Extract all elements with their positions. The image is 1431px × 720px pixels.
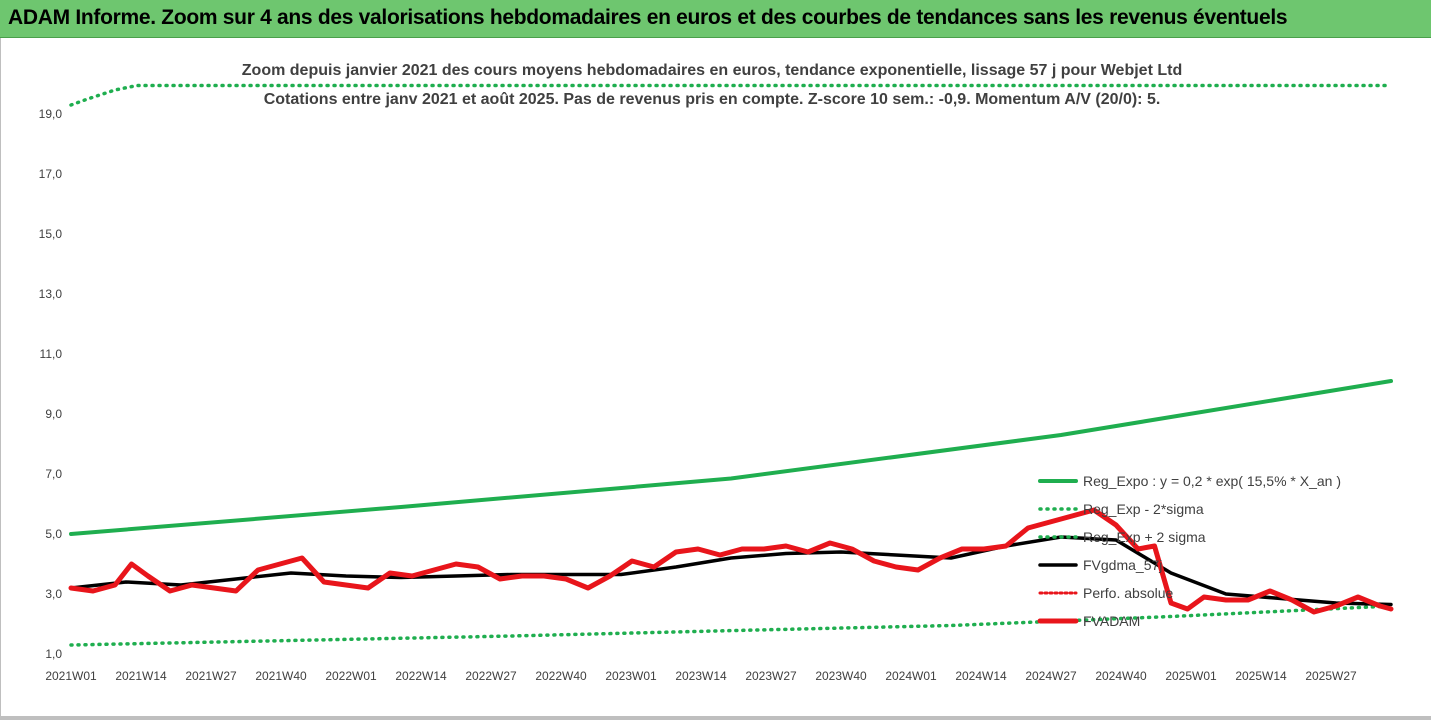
legend-label: Reg_Exp - 2*sigma bbox=[1083, 501, 1204, 517]
chart-title-line2: Cotations entre janv 2021 et août 2025. … bbox=[264, 91, 1161, 108]
header-title: ADAM Informe. Zoom sur 4 ans des valoris… bbox=[8, 6, 1288, 29]
bottom-border bbox=[0, 716, 1431, 720]
x-tick-label: 2022W27 bbox=[465, 669, 517, 683]
x-tick-label: 2023W40 bbox=[815, 669, 867, 683]
x-tick-label: 2023W27 bbox=[745, 669, 797, 683]
lower-band-line bbox=[69, 604, 1393, 647]
series-group bbox=[68, 83, 1394, 647]
x-tick-label: 2023W14 bbox=[675, 669, 727, 683]
x-tick-label: 2023W01 bbox=[605, 669, 657, 683]
legend-label: Reg_Expo : y = 0,2 * exp( 15,5% * X_an ) bbox=[1083, 473, 1341, 489]
legend-label: Perfo. absolue bbox=[1083, 585, 1173, 601]
fvadam-line bbox=[68, 507, 1394, 615]
y-tick-label: 1,0 bbox=[45, 647, 62, 661]
x-tick-label: 2024W27 bbox=[1025, 669, 1077, 683]
fvgdma-line bbox=[69, 535, 1393, 607]
y-tick-label: 11,0 bbox=[40, 347, 63, 361]
legend-label: FVgdma_57j bbox=[1083, 557, 1162, 573]
y-tick-label: 9,0 bbox=[45, 407, 62, 421]
y-tick-label: 19,0 bbox=[39, 107, 63, 121]
x-tick-label: 2025W14 bbox=[1235, 669, 1287, 683]
chart-title-line1: Zoom depuis janvier 2021 des cours moyen… bbox=[242, 62, 1182, 79]
y-tick-label: 13,0 bbox=[39, 287, 63, 301]
chart-frame bbox=[0, 38, 1431, 720]
y-tick-label: 15,0 bbox=[39, 227, 63, 241]
x-tick-label: 2024W01 bbox=[885, 669, 937, 683]
y-axis: 1,0 3,0 5,0 7,0 9,0 11,0 13,0 15,0 17,0 19,0 bbox=[39, 107, 63, 661]
x-tick-label: 2022W14 bbox=[395, 669, 447, 683]
x-tick-label: 2024W14 bbox=[955, 669, 1007, 683]
x-tick-label: 2021W14 bbox=[115, 669, 167, 683]
header-bar: ADAM Informe. Zoom sur 4 ans des valoris… bbox=[0, 0, 1431, 38]
upper-band-line bbox=[69, 83, 1393, 107]
y-tick-label: 5,0 bbox=[45, 527, 62, 541]
x-tick-label: 2021W27 bbox=[185, 669, 237, 683]
x-tick-label: 2021W01 bbox=[45, 669, 97, 683]
legend: Reg_Expo : y = 0,2 * exp( 15,5% * X_an )… bbox=[1037, 473, 1341, 629]
x-axis: 2021W01 2021W14 2021W27 2021W40 2022W01 2022W… bbox=[45, 669, 1357, 683]
legend-label: FVADAM bbox=[1083, 613, 1140, 629]
x-tick-label: 2025W27 bbox=[1305, 669, 1357, 683]
x-tick-label: 2022W01 bbox=[325, 669, 377, 683]
x-tick-label: 2021W40 bbox=[255, 669, 307, 683]
x-tick-label: 2025W01 bbox=[1165, 669, 1217, 683]
y-tick-label: 17,0 bbox=[39, 167, 63, 181]
trend-line bbox=[69, 379, 1393, 536]
legend-label: Reg_Exp + 2 sigma bbox=[1083, 529, 1206, 545]
x-tick-label: 2024W40 bbox=[1095, 669, 1147, 683]
x-tick-label: 2022W40 bbox=[535, 669, 587, 683]
y-tick-label: 7,0 bbox=[45, 467, 62, 481]
y-tick-label: 3,0 bbox=[45, 587, 62, 601]
